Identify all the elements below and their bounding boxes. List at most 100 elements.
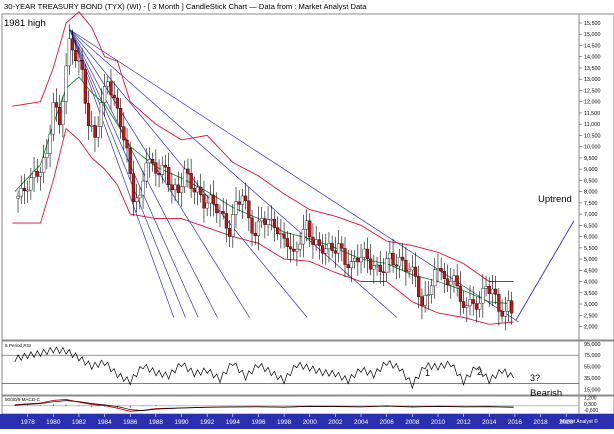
candle-body: [298, 243, 302, 250]
candle-body: [208, 194, 212, 204]
candle-body: [186, 168, 190, 174]
candle-body: [510, 300, 514, 314]
candle-body: [378, 264, 382, 272]
candle-body: [500, 311, 504, 317]
price-tick-label: 3,500: [584, 291, 598, 297]
year-tick-label: 2000: [303, 419, 318, 426]
rsi-tick-label: 35,000: [584, 376, 601, 382]
candle-body: [58, 107, 62, 125]
candle-body: [295, 248, 299, 252]
candle-body: [61, 101, 65, 125]
price-tick-label: 5,500: [584, 246, 598, 252]
candle-body: [375, 264, 379, 267]
bollinger-upper-line: [12, 11, 514, 282]
candle-body: [397, 256, 402, 267]
candle-body: [263, 218, 267, 225]
candle-body: [19, 188, 23, 197]
candle-body: [304, 220, 309, 230]
candle-body: [70, 38, 75, 51]
candle-body: [324, 248, 328, 254]
candle-body: [433, 269, 437, 287]
candle-body: [51, 102, 55, 135]
candle-body: [173, 184, 177, 191]
rsi-tick-label: 55,000: [584, 365, 601, 371]
fan-line-2: [69, 29, 308, 318]
price-tick-label: 15,000: [584, 32, 601, 38]
candle-body: [314, 239, 318, 245]
fan-line-6: [69, 29, 186, 318]
candle-body: [359, 257, 363, 263]
year-tick-label: 2008: [405, 419, 420, 426]
rsi-line: [14, 346, 514, 390]
candle-body: [205, 202, 209, 209]
candle-body: [42, 157, 46, 173]
candle-body: [506, 300, 511, 312]
candle-body: [458, 285, 462, 302]
candle-body: [327, 243, 331, 249]
price-tick-label: 4,500: [584, 268, 598, 274]
year-tick-label: 2004: [354, 419, 369, 426]
macd-panel-title: 50/30/9 MACD-C: [5, 397, 41, 402]
candle-body: [125, 139, 129, 149]
candle-body: [481, 288, 485, 304]
candle-body: [122, 126, 126, 141]
candle-body: [490, 288, 495, 295]
candle-body: [420, 296, 424, 306]
candle-body: [349, 261, 354, 268]
candle-body: [269, 218, 273, 221]
candle-body: [353, 258, 357, 262]
year-tick-label: 1996: [251, 419, 266, 426]
candle-body: [311, 236, 315, 245]
candle-body: [288, 246, 293, 250]
rsi-tick-label: 95,000: [584, 342, 601, 348]
rsi-mark-1: 1: [425, 368, 430, 378]
macd-tick-label: -0,600: [584, 408, 598, 414]
candle-body: [497, 294, 501, 312]
candle-body: [218, 211, 222, 214]
candle-body: [276, 227, 280, 235]
candle-body: [442, 271, 446, 279]
candle-body: [365, 248, 370, 259]
candle-body: [471, 299, 475, 304]
rsi-mark-3: 3?: [530, 373, 540, 383]
candle-body: [86, 103, 91, 127]
candle-body: [372, 265, 376, 270]
candle-body: [163, 165, 168, 168]
candle-body: [141, 180, 145, 196]
candle-body: [32, 171, 36, 178]
candle-body: [99, 102, 103, 127]
year-tick-label: 2014: [482, 419, 497, 426]
candle-body: [215, 203, 219, 214]
candle-body: [385, 258, 389, 273]
price-axis-strip: [578, 13, 614, 341]
rsi-panel-frame: [1, 340, 580, 396]
bollinger-lower-line: [12, 127, 514, 325]
candle-body: [292, 248, 296, 252]
candle-body: [83, 69, 87, 104]
rsi-mark-2: 2: [477, 367, 482, 377]
candle-body: [144, 162, 148, 182]
candle-body: [445, 278, 450, 286]
price-tick-label: 2,000: [584, 325, 598, 331]
candle-body: [151, 159, 155, 163]
year-tick-label: 1994: [226, 419, 241, 426]
candle-body: [234, 201, 238, 215]
year-axis-strip: [0, 414, 614, 429]
candle-body: [410, 266, 414, 271]
price-tick-label: 3,000: [584, 302, 598, 308]
candle-body: [157, 173, 161, 175]
candle-body: [135, 197, 139, 202]
candle-body: [404, 259, 408, 272]
candle-body: [340, 243, 344, 249]
rsi-tick-label: 75,000: [584, 353, 601, 359]
year-tick-label: 1986: [123, 419, 138, 426]
candle-body: [221, 211, 225, 214]
price-tick-label: 8,000: [584, 190, 598, 196]
price-tick-label: 9,000: [584, 167, 598, 173]
candle-body: [346, 264, 350, 268]
price-tick-label: 7,500: [584, 201, 598, 207]
candle-body: [115, 97, 119, 109]
candle-body: [301, 229, 305, 245]
candle-body: [160, 165, 164, 175]
